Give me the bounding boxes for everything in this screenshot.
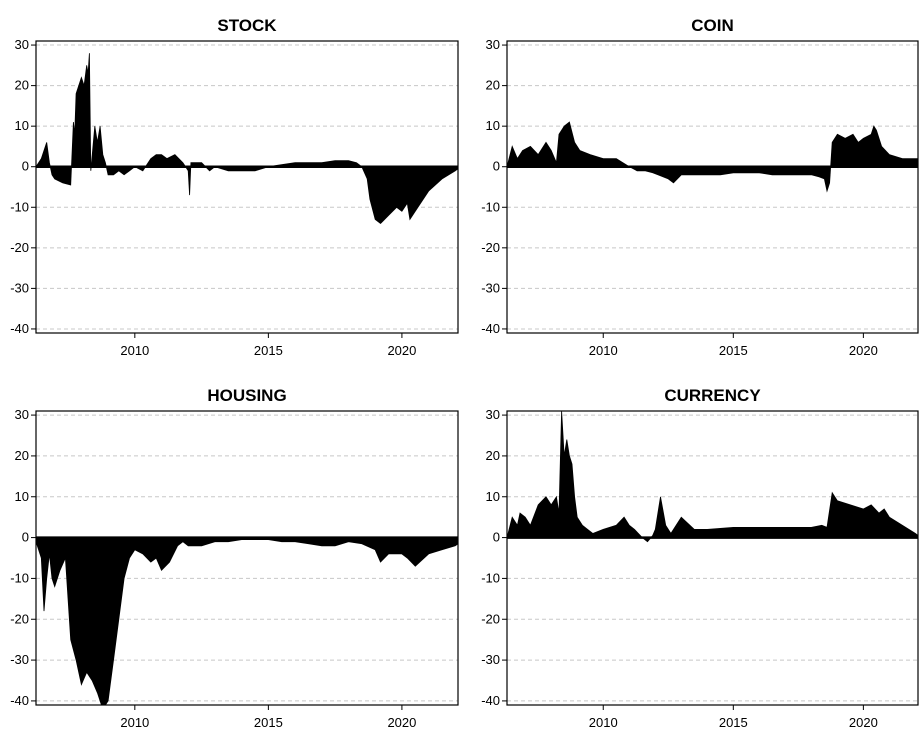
y-tick-label: -30: [10, 280, 29, 295]
x-tick-label: 2020: [849, 715, 878, 730]
y-tick-label: -30: [481, 280, 500, 295]
y-tick-label: -10: [481, 570, 500, 585]
x-tick-label: 2020: [849, 343, 878, 358]
y-tick-label: 30: [15, 407, 29, 422]
y-tick-label: 20: [486, 78, 500, 93]
y-tick-label: -20: [481, 240, 500, 255]
series-area: [36, 537, 458, 705]
series-area: [507, 411, 918, 543]
plot-frame: [506, 40, 919, 334]
y-tick-label: -10: [481, 199, 500, 214]
panel-title: CURRENCY: [664, 386, 761, 405]
x-tick-label: 2015: [254, 715, 283, 730]
y-tick-label: 0: [22, 159, 29, 174]
y-tick-label: -20: [481, 611, 500, 626]
y-tick-label: 0: [22, 530, 29, 545]
y-tick-label: 10: [15, 489, 29, 504]
plot-frame: [35, 40, 459, 334]
plot-frame: [506, 410, 919, 706]
panel-title: STOCK: [217, 16, 277, 35]
panel-title: HOUSING: [207, 386, 286, 405]
y-tick-label: 20: [486, 448, 500, 463]
panel-title: COIN: [691, 16, 734, 35]
x-tick-label: 2010: [120, 715, 149, 730]
y-tick-label: 20: [15, 448, 29, 463]
y-tick-label: -40: [10, 321, 29, 336]
y-tick-label: -10: [10, 199, 29, 214]
y-tick-label: 20: [15, 78, 29, 93]
y-tick-label: 10: [486, 489, 500, 504]
x-tick-label: 2015: [719, 715, 748, 730]
x-tick-label: 2010: [589, 343, 618, 358]
y-tick-label: 10: [486, 118, 500, 133]
x-tick-label: 2015: [719, 343, 748, 358]
y-tick-label: 0: [493, 159, 500, 174]
y-tick-label: 30: [486, 407, 500, 422]
plot-frame: [35, 410, 459, 706]
y-tick-label: -20: [10, 611, 29, 626]
x-tick-label: 2010: [120, 343, 149, 358]
y-tick-label: 30: [15, 37, 29, 52]
y-tick-label: -20: [10, 240, 29, 255]
x-tick-label: 2020: [387, 715, 416, 730]
x-tick-label: 2015: [254, 343, 283, 358]
x-tick-label: 2010: [589, 715, 618, 730]
y-tick-label: -40: [481, 693, 500, 708]
y-tick-label: -30: [481, 652, 500, 667]
series-area: [36, 53, 458, 225]
y-tick-label: 30: [486, 37, 500, 52]
y-tick-label: -10: [10, 570, 29, 585]
y-tick-label: -40: [481, 321, 500, 336]
y-tick-label: 10: [15, 118, 29, 133]
series-area: [507, 121, 918, 193]
y-tick-label: 0: [493, 530, 500, 545]
y-tick-label: -30: [10, 652, 29, 667]
x-tick-label: 2020: [387, 343, 416, 358]
y-tick-label: -40: [10, 693, 29, 708]
